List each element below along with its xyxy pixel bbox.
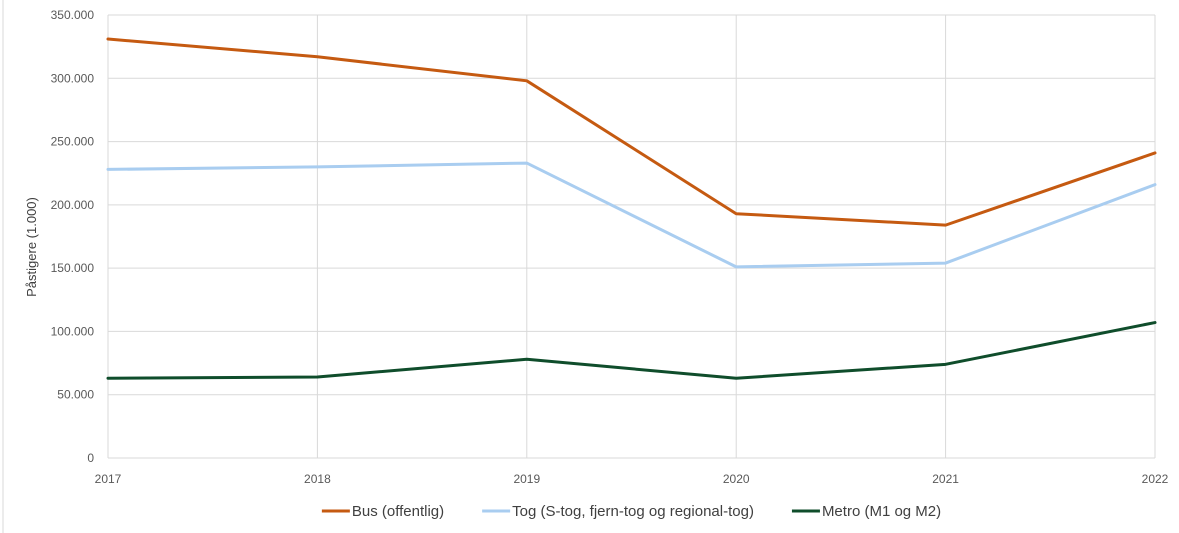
x-tick-label: 2018 (304, 472, 331, 486)
x-tick-label: 2019 (513, 472, 540, 486)
x-tick-label: 2020 (723, 472, 750, 486)
x-axis-ticks: 2017 2018 2019 2020 2021 2022 (95, 472, 1169, 486)
y-tick-label: 250.000 (51, 135, 95, 149)
legend-item: Tog (S-tog, fjern-tog og regional-tog) (482, 503, 754, 520)
legend-label: Bus (offentlig) (352, 503, 444, 520)
y-tick-label: 150.000 (51, 261, 95, 275)
legend-item: Bus (offentlig) (321, 503, 444, 520)
y-axis-label: Påstigere (1.000) (24, 197, 39, 297)
y-tick-label: 0 (87, 451, 94, 465)
y-tick-label: 300.000 (51, 71, 95, 85)
series-line-0 (106, 37, 1157, 227)
gridlines (107, 14, 1156, 459)
x-tick-label: 2017 (95, 472, 122, 486)
legend: Bus (offentlig) Tog (S-tog, fjern-tog og … (321, 503, 941, 520)
x-tick-label: 2021 (932, 472, 959, 486)
series-line-2 (106, 321, 1157, 380)
legend-item: Metro (M1 og M2) (791, 503, 941, 520)
y-tick-label: 100.000 (51, 324, 95, 338)
y-tick-label: 350.000 (51, 8, 95, 22)
series-line-1 (106, 161, 1157, 269)
y-tick-label: 50.000 (57, 388, 94, 402)
y-axis-ticks: 0 50.000 100.000 150.000 200.000 250.000 300.0… (51, 8, 95, 465)
x-tick-label: 2022 (1142, 472, 1169, 486)
series-lines (106, 37, 1157, 380)
legend-label: Tog (S-tog, fjern-tog og regional-tog) (512, 503, 754, 520)
legend-label: Metro (M1 og M2) (822, 503, 941, 520)
y-tick-label: 200.000 (51, 198, 95, 212)
